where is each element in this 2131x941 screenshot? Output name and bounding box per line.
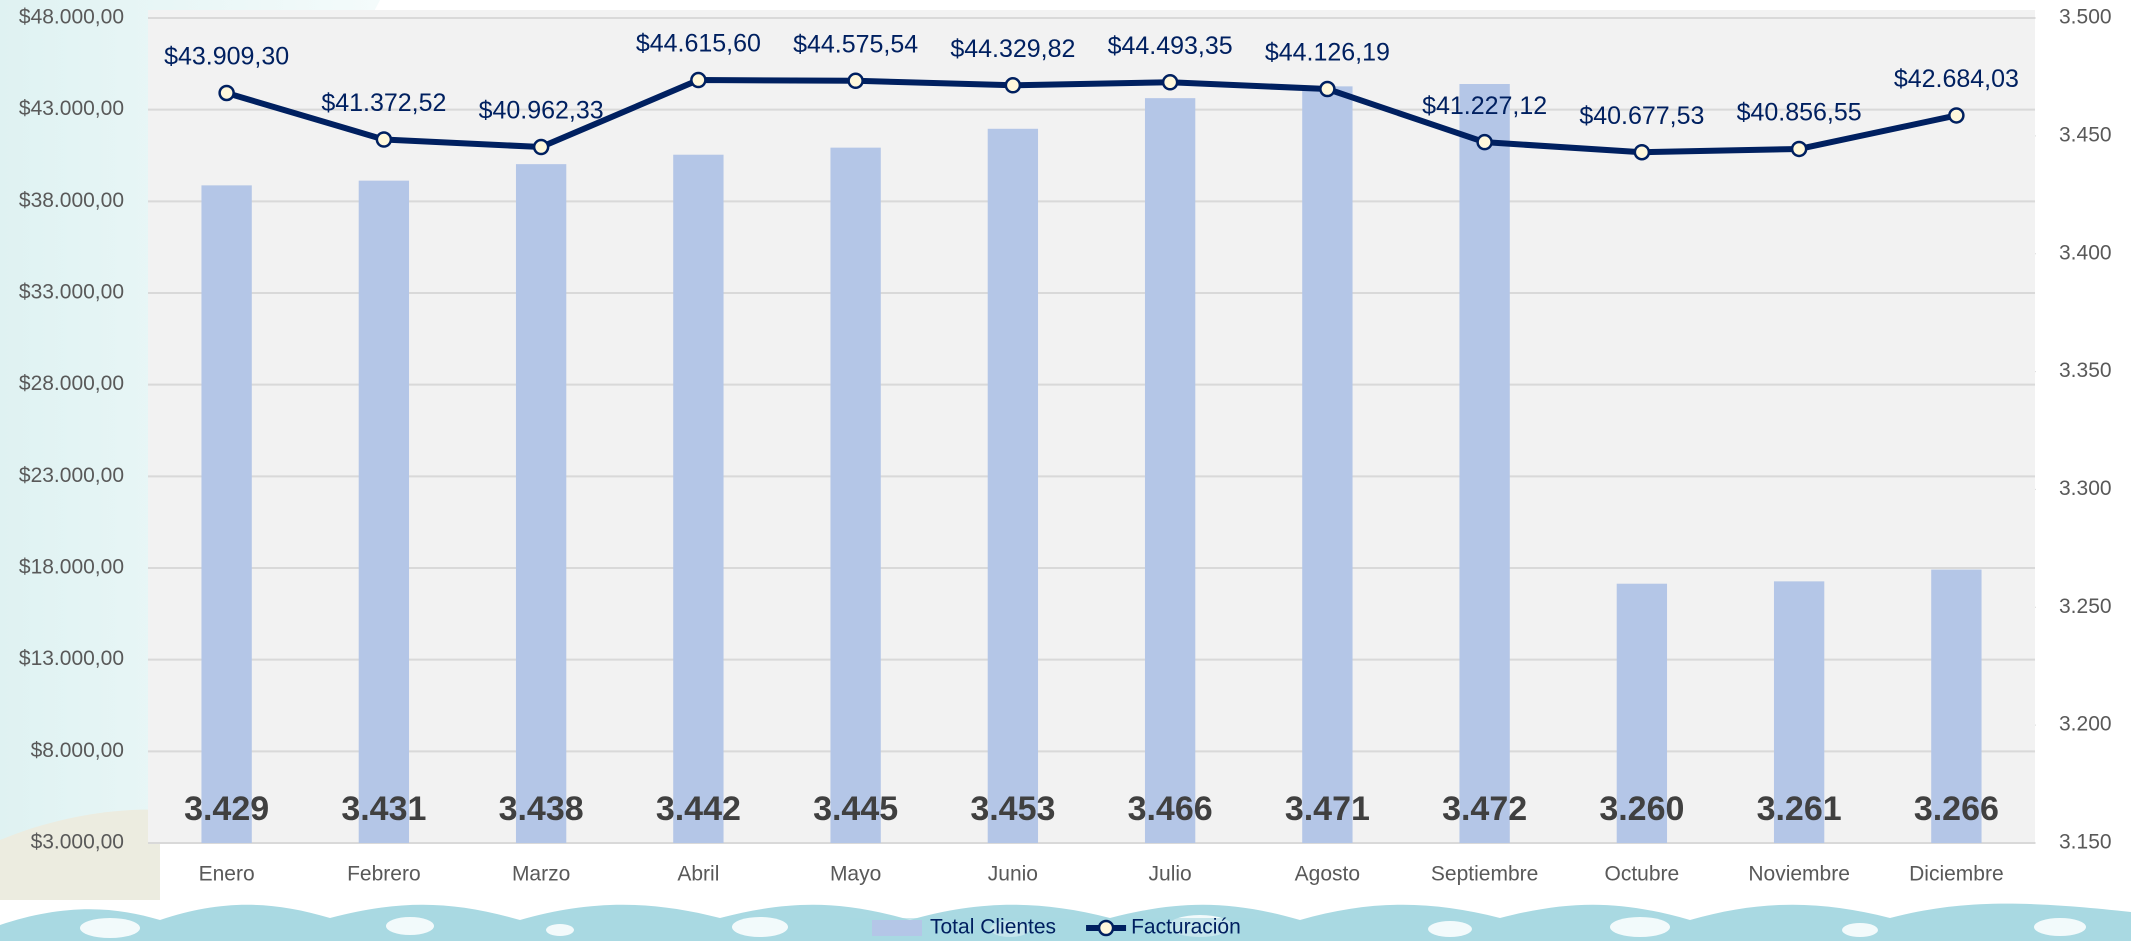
line-label: $42.684,03 <box>1894 65 2019 93</box>
bar <box>1302 86 1353 844</box>
y2-tick-label: 3.300 <box>2059 477 2112 500</box>
x-tick-label: Junio <box>988 863 1038 886</box>
y2-tick-label: 3.450 <box>2059 123 2112 146</box>
line-label: $44.615,60 <box>636 30 761 58</box>
y-tick-label: $48.000,00 <box>19 6 124 29</box>
bar <box>1931 569 1982 843</box>
line-marker <box>375 131 393 148</box>
line-label: $44.126,19 <box>1265 39 1390 67</box>
y-tick-label: $38.000,00 <box>19 189 124 212</box>
bar-label: 3.453 <box>970 790 1055 828</box>
bar <box>1773 581 1825 843</box>
bar-label: 3.431 <box>341 790 426 828</box>
x-tick-label: Febrero <box>347 863 421 886</box>
x-tick-label: Abril <box>677 863 719 886</box>
y2-tick-label: 3.250 <box>2059 595 2112 618</box>
bar-label: 3.471 <box>1285 790 1370 828</box>
y2-tick-label: 3.350 <box>2059 359 2112 382</box>
line-marker <box>532 138 550 156</box>
line-label: $44.329,82 <box>950 35 1075 63</box>
bar-label: 3.438 <box>499 790 584 828</box>
legend-swatch <box>1097 919 1115 937</box>
background-decoration <box>0 809 160 900</box>
y2-tick-label: 3.500 <box>2059 6 2112 29</box>
y-tick-label: $18.000,00 <box>19 556 124 579</box>
bar <box>515 164 567 844</box>
x-tick-label: Enero <box>199 863 255 886</box>
bar <box>1459 84 1510 843</box>
x-tick-label: Marzo <box>512 863 570 886</box>
line <box>225 77 1958 156</box>
line-label: $40.856,55 <box>1737 99 1862 127</box>
line-marker <box>1948 107 1965 124</box>
line-marker <box>1004 77 1022 94</box>
y-tick-label: $33.000,00 <box>19 281 124 304</box>
line-label: $44.493,35 <box>1108 32 1233 60</box>
bar-label: 3.429 <box>184 790 269 828</box>
bar <box>1144 98 1196 843</box>
y-tick-label: $23.000,00 <box>19 464 124 487</box>
legend-swatch <box>872 920 922 936</box>
line-marker <box>1319 80 1336 98</box>
y2-tick-label: 3.200 <box>2059 713 2112 736</box>
bar <box>358 180 410 844</box>
line-label: $40.677,53 <box>1579 102 1704 130</box>
line-marker <box>690 71 707 89</box>
line-marker <box>1161 74 1179 91</box>
y-tick-label: $3.000,00 <box>31 831 124 854</box>
bar-label: 3.472 <box>1442 790 1527 828</box>
x-tick-label: Julio <box>1149 863 1192 886</box>
line-label: $41.227,12 <box>1422 92 1547 120</box>
legend-label: Total Clientes <box>930 916 1056 939</box>
line-label: $40.962,33 <box>479 97 604 125</box>
x-tick-label: Noviembre <box>1748 863 1850 886</box>
line-label: $43.909,30 <box>164 43 289 71</box>
legend-background <box>850 918 1280 941</box>
y-tick-label: $28.000,00 <box>19 372 124 395</box>
bar-label: 3.466 <box>1128 790 1213 828</box>
line-marker <box>1790 140 1808 158</box>
x-tick-label: Diciembre <box>1909 863 2004 886</box>
bar <box>1616 583 1668 843</box>
y-tick-label: $43.000,00 <box>19 97 124 120</box>
plot-area <box>148 10 2035 843</box>
line-marker <box>218 84 235 102</box>
x-tick-label: Mayo <box>830 863 881 886</box>
bar-label: 3.442 <box>656 790 741 828</box>
line-label: $41.372,52 <box>321 89 446 117</box>
y-tick-label: $8.000,00 <box>31 739 124 762</box>
bar-label: 3.266 <box>1914 790 1999 828</box>
x-tick-label: Septiembre <box>1431 863 1538 886</box>
x-tick-label: Octubre <box>1605 863 1680 886</box>
line-marker <box>1633 143 1651 161</box>
y2-tick-label: 3.400 <box>2059 241 2112 264</box>
bar <box>201 185 252 843</box>
y2-tick-label: 3.150 <box>2059 831 2112 854</box>
line-marker <box>847 72 864 90</box>
bar-label: 3.261 <box>1757 790 1842 828</box>
line-label: $44.575,54 <box>793 30 918 58</box>
bar <box>673 154 724 843</box>
line-marker <box>1476 133 1493 151</box>
y-tick-label: $13.000,00 <box>19 647 124 670</box>
x-tick-label: Agosto <box>1295 863 1360 886</box>
legend-label: Facturación <box>1131 916 1241 939</box>
bar <box>830 147 881 844</box>
bar <box>987 128 1039 844</box>
bar-label: 3.260 <box>1599 790 1684 828</box>
bar-label: 3.445 <box>813 790 898 828</box>
